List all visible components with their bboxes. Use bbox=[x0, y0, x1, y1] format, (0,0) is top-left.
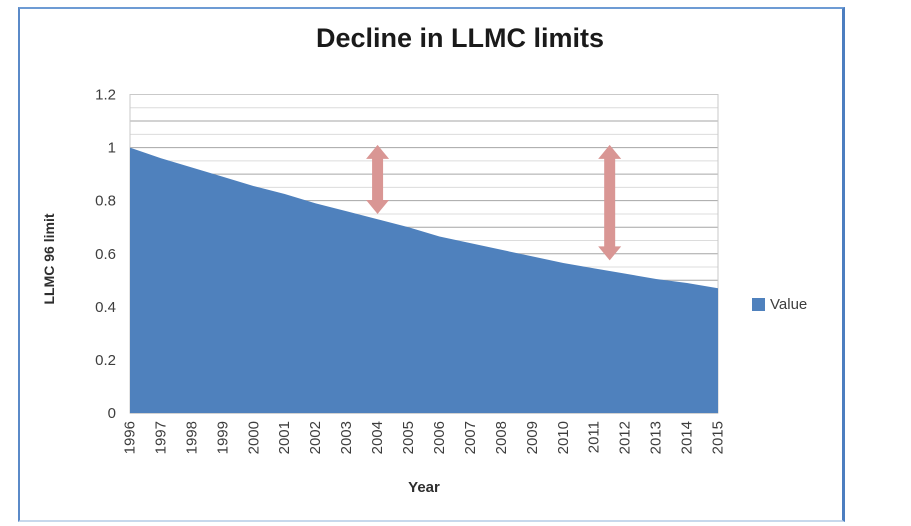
y-tick-label: 0.8 bbox=[95, 193, 116, 210]
y-tick-label: 1 bbox=[108, 140, 116, 157]
annotation-double-arrow bbox=[366, 144, 390, 214]
x-tick-label: 2006 bbox=[431, 421, 448, 454]
x-tick-label: 2001 bbox=[276, 421, 293, 454]
x-tick-label: 2007 bbox=[462, 421, 479, 454]
area-series-value bbox=[130, 147, 718, 414]
x-tick-label: 2004 bbox=[369, 421, 386, 454]
annotation-double-arrow bbox=[598, 144, 622, 261]
x-tick-label: 2013 bbox=[648, 421, 665, 454]
y-tick-label: 0 bbox=[108, 405, 116, 422]
x-tick-label: 2008 bbox=[493, 421, 510, 454]
x-tick-label: 2002 bbox=[307, 421, 324, 454]
legend-label: Value bbox=[770, 296, 808, 313]
x-tick-label: 2000 bbox=[245, 421, 262, 454]
x-tick-label: 2005 bbox=[400, 421, 417, 454]
x-tick-label: 2010 bbox=[555, 421, 572, 454]
y-tick-label: 0.2 bbox=[95, 352, 116, 369]
x-tick-label: 1997 bbox=[152, 421, 169, 454]
plot-svg: 0 0.2 0.4 0.6 0.8 1 1.2 1996 1997 1998 1999 2000 200… bbox=[95, 87, 727, 455]
x-tick-label: 2009 bbox=[524, 421, 541, 454]
legend-marker-square bbox=[752, 298, 765, 311]
legend: Value bbox=[752, 296, 807, 313]
x-axis-title: Year bbox=[408, 479, 440, 496]
x-tick-label: 2015 bbox=[710, 421, 727, 454]
x-tick-label: 2011 bbox=[586, 421, 603, 453]
x-tick-label: 1998 bbox=[183, 421, 200, 454]
x-tick-label: 2014 bbox=[679, 421, 696, 454]
x-tick-label: 2012 bbox=[617, 421, 634, 454]
x-tick-label: 2003 bbox=[338, 421, 355, 454]
y-tick-label: 0.4 bbox=[95, 299, 116, 316]
chart-frame: Decline in LLMC limits LLMC 96 limit 0 0.… bbox=[18, 7, 845, 522]
y-tick-label: 1.2 bbox=[95, 87, 116, 104]
y-tick-label: 0.6 bbox=[95, 246, 116, 263]
x-tick-label: 1996 bbox=[122, 421, 139, 454]
x-tick-label: 1999 bbox=[214, 421, 231, 454]
chart-title: Decline in LLMC limits bbox=[315, 23, 605, 53]
